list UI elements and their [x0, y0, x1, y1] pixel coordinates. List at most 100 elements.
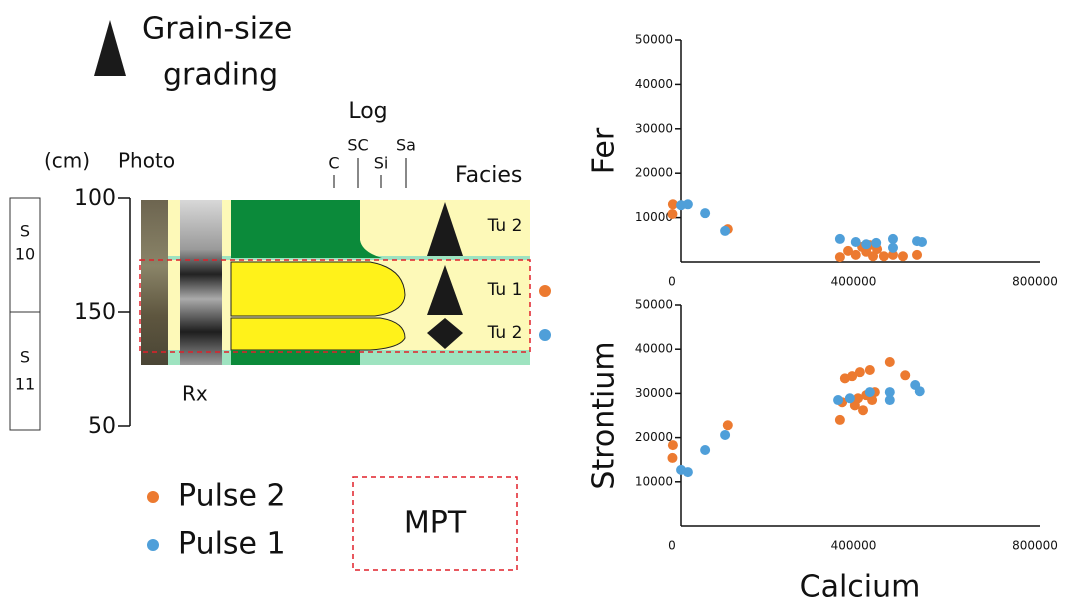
- x-tick-label: 0: [668, 275, 676, 289]
- log-scale: Si: [374, 154, 389, 173]
- facies-name: Tu 2: [487, 216, 523, 236]
- legend-label: Pulse 1: [178, 527, 286, 562]
- point: [878, 251, 889, 262]
- log-unit: [230, 317, 406, 351]
- y-tick-label: 10000: [635, 474, 673, 488]
- point: [884, 357, 895, 368]
- log-title: Log: [348, 99, 387, 124]
- x-tick-label: 400000: [831, 275, 877, 289]
- section-label: S: [20, 348, 30, 367]
- point: [682, 467, 693, 478]
- point: [667, 199, 678, 210]
- y-tick-label: 50000: [635, 33, 673, 47]
- y-tick-label: 10000: [635, 210, 673, 224]
- point: [720, 225, 731, 236]
- point: [850, 237, 861, 248]
- point: [887, 233, 898, 244]
- point: [854, 367, 865, 378]
- grading-symbol: [427, 318, 463, 349]
- point: [914, 386, 925, 397]
- point: [864, 387, 875, 398]
- point: [917, 237, 928, 248]
- log-unit: [231, 200, 360, 258]
- section-label: 11: [15, 375, 35, 394]
- y-tick-label: 50000: [635, 298, 673, 312]
- point: [864, 364, 875, 375]
- photo-label: Photo: [118, 149, 175, 173]
- y-tick-label: 30000: [635, 386, 673, 400]
- point: [887, 242, 898, 253]
- point: [834, 252, 845, 263]
- point: [834, 233, 845, 244]
- section-label: S: [20, 222, 30, 241]
- point: [722, 420, 733, 431]
- legend-label: Pulse 2: [178, 479, 286, 514]
- core-rx: [180, 200, 222, 365]
- mpt-label: MPT: [404, 506, 467, 541]
- grading-symbol: [427, 202, 463, 256]
- y-tick-label: 40000: [635, 342, 673, 356]
- grading-symbol: [427, 265, 463, 315]
- y-tick-label: 20000: [635, 166, 673, 180]
- x-axis-label: Calcium: [800, 570, 921, 605]
- point: [867, 395, 878, 406]
- log-scale: SC: [347, 136, 368, 155]
- point: [850, 249, 861, 260]
- grading-icon: [94, 20, 126, 76]
- x-tick-label: 800000: [1012, 539, 1058, 553]
- point: [884, 387, 895, 398]
- point: [667, 440, 678, 451]
- depth-label: 150: [74, 300, 116, 325]
- facies-name: Tu 2: [487, 323, 523, 343]
- point: [834, 414, 845, 425]
- y-axis-label: Fer: [587, 127, 622, 174]
- depth-label: 100: [74, 186, 116, 211]
- point: [700, 208, 711, 219]
- x-tick-label: 800000: [1012, 275, 1058, 289]
- log-scale-ticks: [333, 158, 407, 188]
- facies-name: Tu 1: [487, 280, 523, 300]
- y-tick-label: 30000: [635, 121, 673, 135]
- rx-label: Rx: [182, 382, 208, 406]
- point: [700, 444, 711, 455]
- depth-label: 50: [88, 414, 116, 439]
- point: [667, 209, 678, 220]
- point: [897, 251, 908, 262]
- point: [843, 245, 854, 256]
- y-tick-label: 20000: [635, 430, 673, 444]
- point: [861, 239, 872, 250]
- point: [844, 393, 855, 404]
- point: [667, 452, 678, 463]
- point: [847, 371, 858, 382]
- x-tick-label: 0: [668, 539, 676, 553]
- log-unit: [360, 200, 382, 258]
- mpt-legend-box: [352, 476, 518, 571]
- legend-title: Grain-size: [142, 12, 292, 47]
- point: [858, 405, 869, 416]
- point: [884, 395, 895, 406]
- depth-unit: (cm): [44, 149, 90, 173]
- point: [833, 395, 844, 406]
- pulse-dot: [539, 329, 551, 341]
- log-scale: Sa: [396, 136, 416, 155]
- point: [853, 393, 864, 404]
- y-axis-label: Strontium: [587, 341, 622, 489]
- legend-title: grading: [163, 58, 278, 93]
- point: [912, 249, 923, 260]
- section-box: [9, 197, 41, 431]
- legend-marker: [147, 539, 159, 551]
- mpt-box: [139, 259, 531, 353]
- y-tick-label: 40000: [635, 77, 673, 91]
- core-photo: [141, 200, 168, 365]
- x-tick-label: 400000: [831, 539, 877, 553]
- point: [871, 237, 882, 248]
- legend-marker: [147, 491, 159, 503]
- point: [720, 429, 731, 440]
- section-label: 10: [15, 245, 35, 264]
- point: [900, 370, 911, 381]
- point: [682, 199, 693, 210]
- log-scale: C: [328, 154, 339, 173]
- point: [887, 249, 898, 260]
- log-unit: [230, 261, 406, 317]
